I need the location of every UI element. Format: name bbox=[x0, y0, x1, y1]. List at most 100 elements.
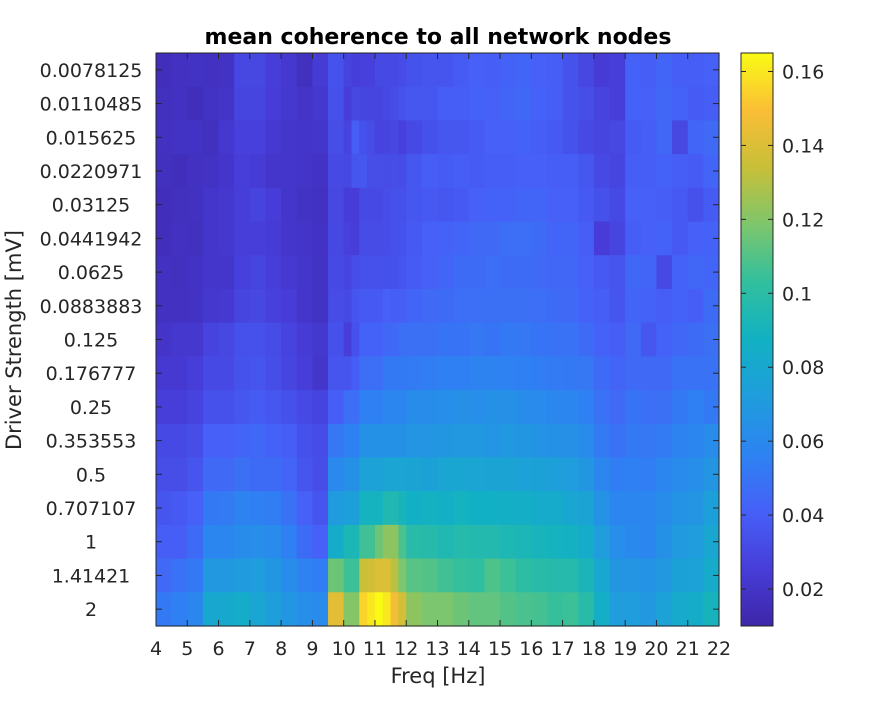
heatmap-cell bbox=[406, 491, 423, 526]
heatmap-cell bbox=[468, 457, 486, 492]
heatmap-cell bbox=[312, 558, 329, 593]
heatmap-cell bbox=[343, 390, 353, 425]
heatmap-cell bbox=[500, 187, 517, 223]
heatmap-cell bbox=[351, 154, 360, 189]
heatmap-cell bbox=[546, 356, 564, 391]
heatmap-cell bbox=[156, 322, 173, 357]
x-tick-label: 20 bbox=[644, 638, 668, 660]
heatmap-cell bbox=[374, 322, 384, 357]
heatmap-cell bbox=[171, 187, 188, 223]
heatmap-cell bbox=[609, 288, 626, 324]
heatmap-cell bbox=[398, 423, 407, 459]
heatmap-cell bbox=[453, 356, 470, 391]
y-axis-label: Driver Strength [mV] bbox=[2, 230, 26, 450]
heatmap-cell bbox=[171, 86, 188, 122]
heatmap-cell bbox=[367, 221, 376, 256]
heatmap-cell bbox=[578, 491, 595, 526]
heatmap-cell bbox=[562, 86, 579, 122]
heatmap-cell bbox=[390, 390, 399, 425]
heatmap-cell bbox=[202, 558, 220, 593]
heatmap-cell bbox=[265, 322, 282, 357]
heatmap-cell bbox=[218, 154, 235, 189]
heatmap-cell bbox=[187, 221, 204, 256]
heatmap-cell bbox=[359, 187, 368, 223]
heatmap-cell bbox=[562, 53, 579, 88]
heatmap-cell bbox=[382, 356, 392, 391]
heatmap-cell bbox=[281, 592, 298, 627]
heatmap-cell bbox=[328, 491, 345, 526]
heatmap-cell bbox=[437, 53, 454, 88]
heatmap-cell bbox=[156, 592, 173, 627]
heatmap-cell bbox=[156, 356, 173, 391]
heatmap-cell bbox=[249, 592, 267, 627]
heatmap-cell bbox=[531, 187, 548, 223]
heatmap-cell bbox=[171, 288, 188, 324]
heatmap-cell bbox=[312, 221, 329, 256]
heatmap-cell bbox=[437, 187, 454, 223]
heatmap-cell bbox=[202, 86, 220, 122]
heatmap-cell bbox=[672, 491, 689, 526]
heatmap-cell bbox=[367, 53, 376, 88]
heatmap-cell bbox=[672, 322, 689, 357]
heatmap-cell bbox=[382, 154, 392, 189]
heatmap-cell bbox=[296, 288, 313, 324]
heatmap-cell bbox=[359, 423, 368, 459]
heatmap-cell bbox=[367, 558, 376, 593]
heatmap-cell bbox=[703, 154, 720, 189]
heatmap-cell bbox=[312, 120, 329, 155]
heatmap-cell bbox=[343, 592, 353, 627]
heatmap-cell bbox=[593, 457, 611, 492]
heatmap-cell bbox=[500, 154, 517, 189]
heatmap-cell bbox=[500, 491, 517, 526]
heatmap-cell bbox=[351, 592, 360, 627]
heatmap-cell bbox=[390, 187, 399, 223]
heatmap-cell bbox=[421, 187, 439, 223]
heatmap-cell bbox=[453, 592, 470, 627]
heatmap-cell bbox=[515, 288, 532, 324]
heatmap-cell bbox=[374, 255, 384, 290]
heatmap-cell bbox=[265, 423, 282, 459]
heatmap-cell bbox=[382, 592, 392, 627]
heatmap-cell bbox=[625, 255, 642, 290]
heatmap-cell bbox=[171, 592, 188, 627]
heatmap-cell bbox=[609, 558, 626, 593]
heatmap-cell bbox=[390, 457, 399, 492]
heatmap-cell bbox=[359, 86, 368, 122]
heatmap-cell bbox=[343, 457, 353, 492]
heatmap-cell bbox=[421, 53, 439, 88]
heatmap-cell bbox=[328, 457, 345, 492]
heatmap-cell bbox=[453, 221, 470, 256]
x-tick-label: 13 bbox=[425, 638, 449, 660]
heatmap-cell bbox=[374, 592, 384, 627]
heatmap-cell bbox=[531, 491, 548, 526]
heatmap-cell bbox=[351, 187, 360, 223]
heatmap-cell bbox=[328, 558, 345, 593]
heatmap-cell bbox=[382, 86, 392, 122]
heatmap-cell bbox=[218, 187, 235, 223]
y-tick-label: 0.0625 bbox=[58, 262, 124, 284]
heatmap-cell bbox=[640, 558, 658, 593]
heatmap-cell bbox=[609, 322, 626, 357]
heatmap-cell bbox=[562, 322, 579, 357]
heatmap-cell bbox=[374, 288, 384, 324]
heatmap-cell bbox=[281, 457, 298, 492]
y-tick-label: 1 bbox=[85, 532, 97, 554]
heatmap-cell bbox=[625, 491, 642, 526]
heatmap-cell bbox=[578, 288, 595, 324]
heatmap-cell bbox=[546, 187, 564, 223]
heatmap-cell bbox=[546, 154, 564, 189]
colorbar-tick-label: 0.04 bbox=[782, 505, 824, 527]
heatmap-cell bbox=[234, 120, 251, 155]
heatmap-cell bbox=[202, 322, 220, 357]
heatmap-cell bbox=[367, 457, 376, 492]
x-tick-label: 12 bbox=[394, 638, 418, 660]
heatmap-cell bbox=[234, 288, 251, 324]
heatmap-cell bbox=[359, 356, 368, 391]
heatmap-cell bbox=[382, 120, 392, 155]
heatmap-cell bbox=[515, 187, 532, 223]
heatmap-cell bbox=[281, 187, 298, 223]
heatmap-cell bbox=[265, 86, 282, 122]
heatmap-cell bbox=[468, 592, 486, 627]
heatmap-cell bbox=[406, 423, 423, 459]
heatmap-cell bbox=[421, 154, 439, 189]
